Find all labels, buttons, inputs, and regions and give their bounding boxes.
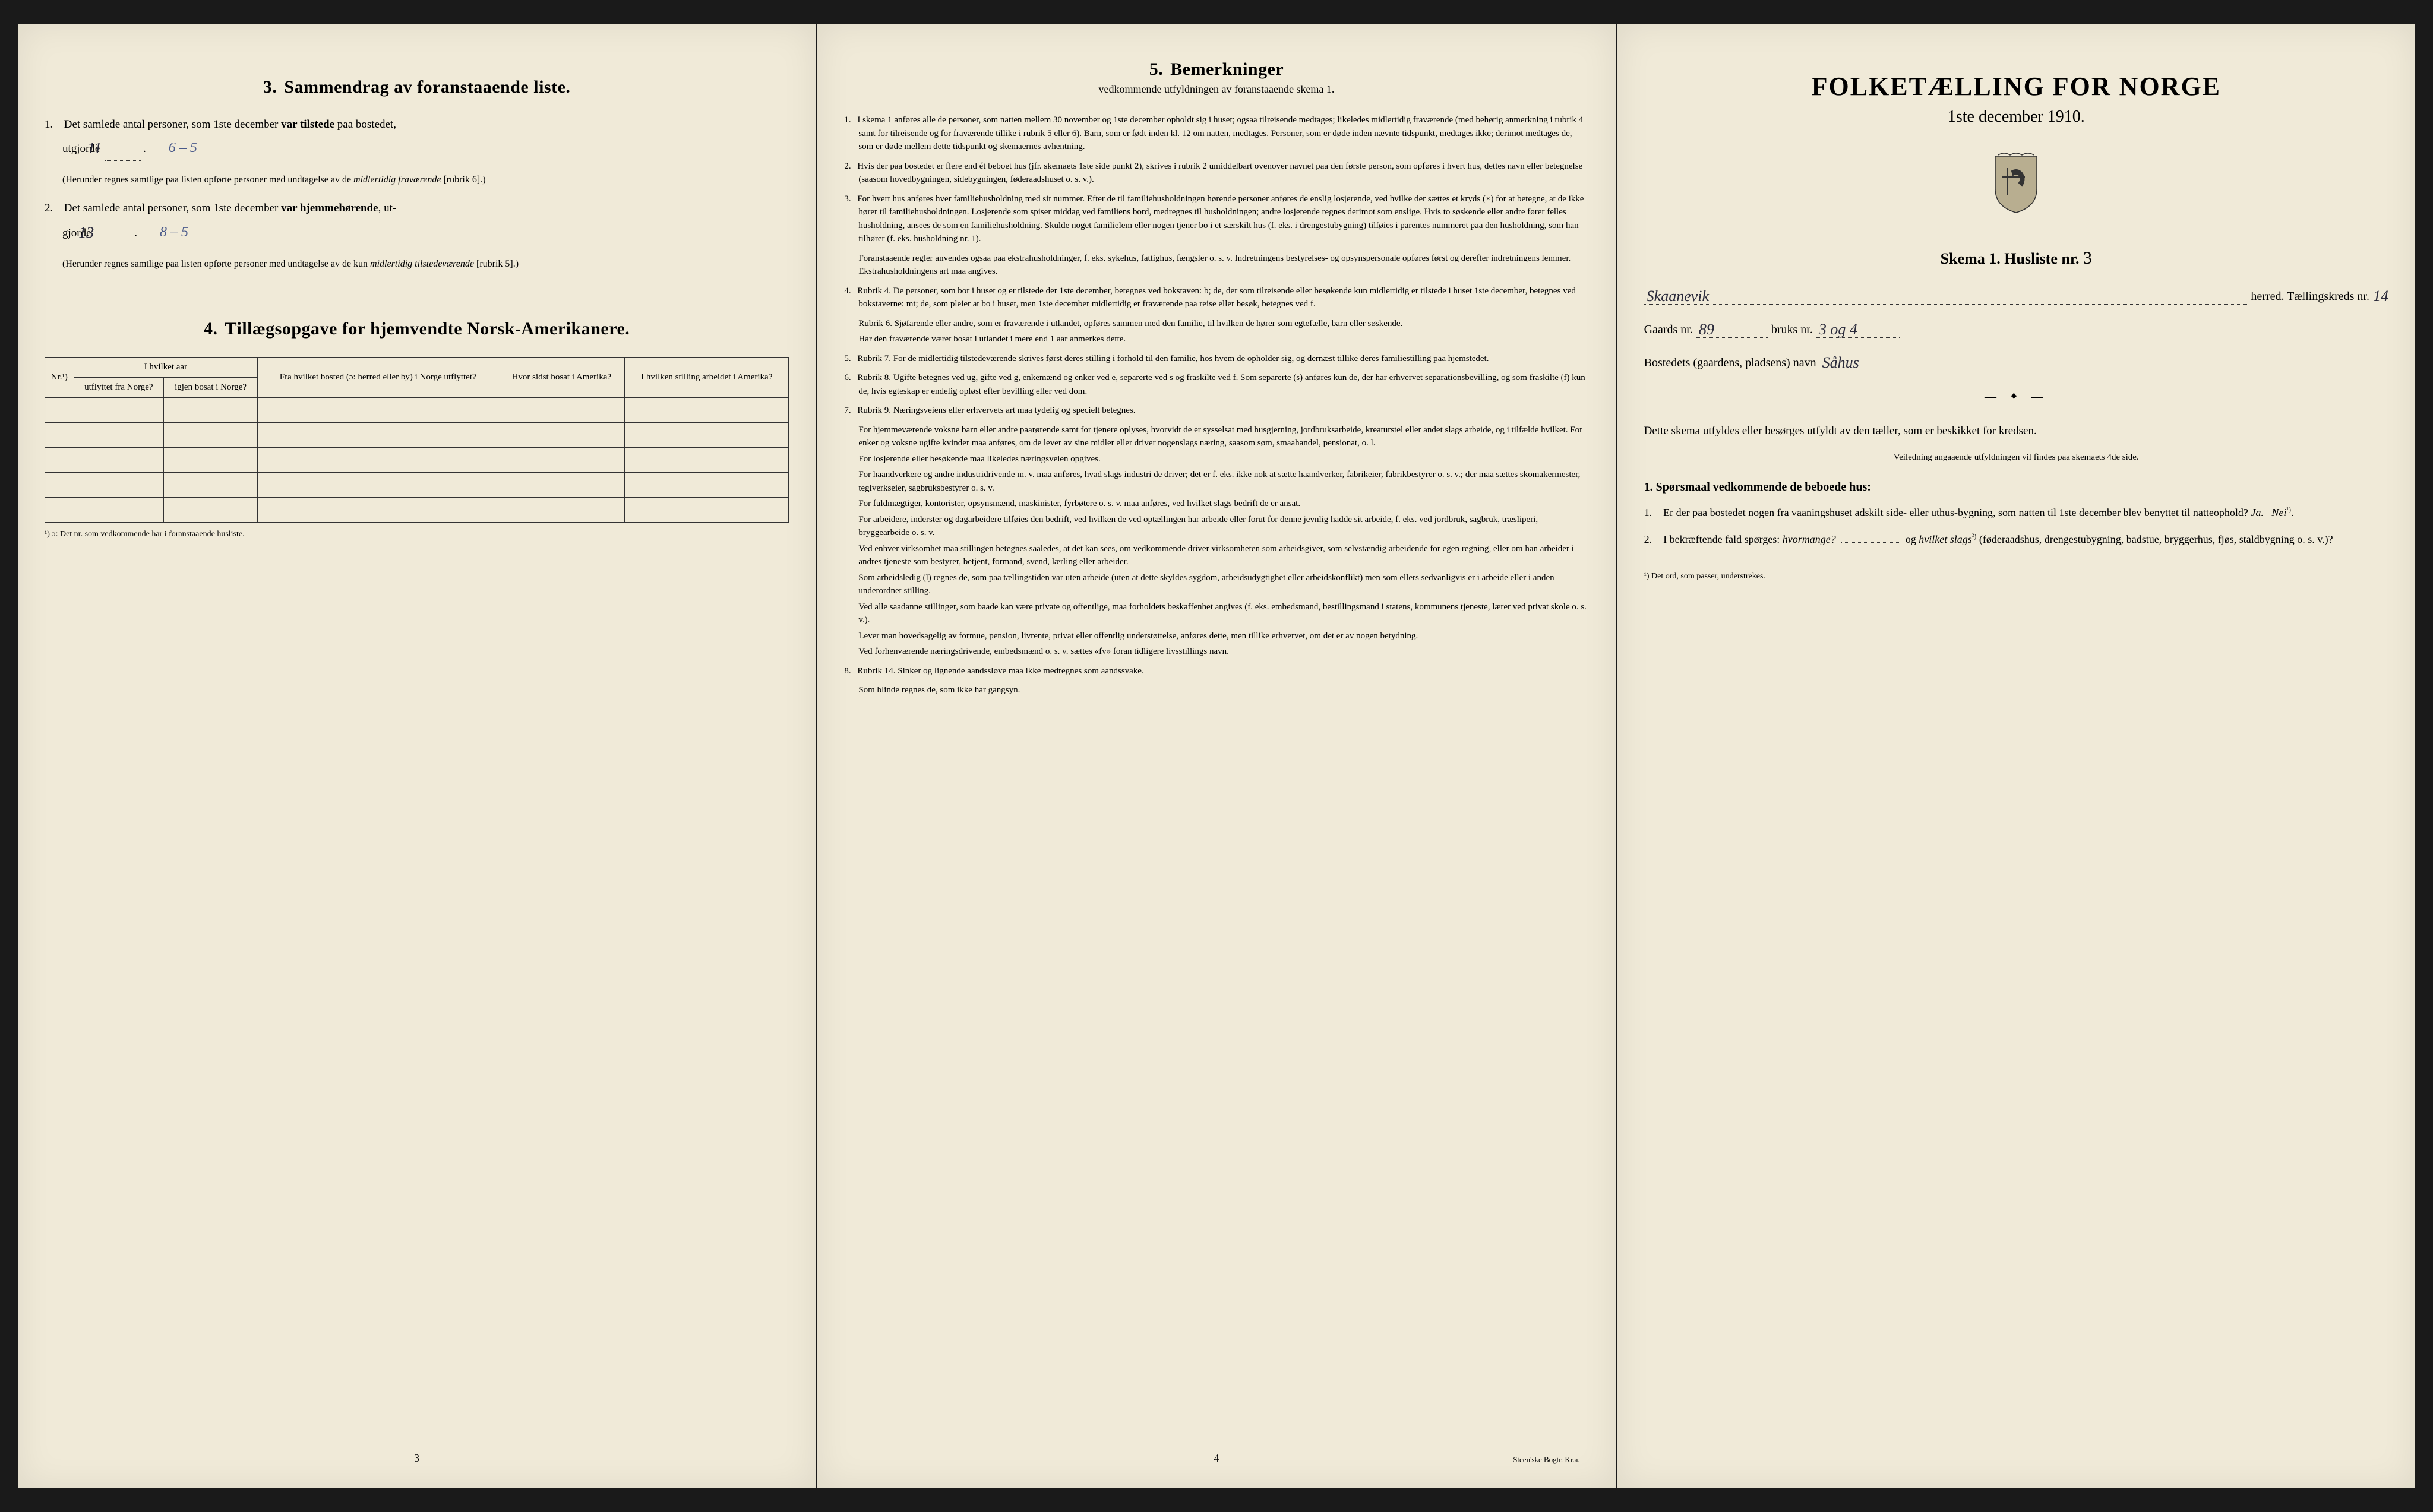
remark-item: 6.Rubrik 8. Ugifte betegnes ved ug, gift… xyxy=(844,371,1588,398)
section-4-title: 4.Tillægsopgave for hjemvendte Norsk-Ame… xyxy=(45,319,789,339)
col-where: Hvor sidst bosat i Amerika? xyxy=(498,357,625,397)
value-hjemme: 13 xyxy=(78,224,94,241)
remark-item: 2.Hvis der paa bostedet er flere end ét … xyxy=(844,160,1588,186)
remark-item: For fuldmægtiger, kontorister, opsynsmæn… xyxy=(844,497,1588,511)
item-1: 1. Det samlede antal personer, som 1ste … xyxy=(45,115,789,161)
remark-item: Ved alle saadanne stillinger, som baade … xyxy=(844,600,1588,627)
remark-item: Lever man hovedsagelig av formue, pensio… xyxy=(844,630,1588,643)
table-row xyxy=(45,422,789,447)
instruction-text: Dette skema utfyldes eller besørges utfy… xyxy=(1644,422,2388,441)
remark-item: Foranstaaende regler anvendes ogsaa paa … xyxy=(844,252,1588,279)
kreds-nr: 14 xyxy=(2373,287,2388,305)
remark-item: Som blinde regnes de, som ikke har gangs… xyxy=(844,684,1588,697)
col-from: Fra hvilket bosted (ɔ: herred eller by) … xyxy=(258,357,498,397)
value-hjemme-split: 8 – 5 xyxy=(160,224,188,240)
section-5-title: 5.Bemerkninger xyxy=(844,59,1588,80)
bosted-value: Såhus xyxy=(1822,354,1859,371)
page-number-4: 4 xyxy=(1214,1452,1219,1464)
col-nr: Nr.¹) xyxy=(45,357,74,397)
section-3-title: 3.Sammendrag av foranstaaende liste. xyxy=(45,77,789,97)
printer-mark: Steen'ske Bogtr. Kr.a. xyxy=(1513,1455,1579,1464)
main-title: FOLKETÆLLING FOR NORGE xyxy=(1644,71,2388,102)
remark-item: Rubrik 6. Sjøfarende eller andre, som er… xyxy=(844,317,1588,331)
table-footnote: ¹) ɔ: Det nr. som vedkommende har i fora… xyxy=(45,530,789,539)
col-year-a: utflyttet fra Norge? xyxy=(74,377,164,397)
item-2-note: (Herunder regnes samtlige paa listen opf… xyxy=(62,257,789,271)
coat-of-arms-icon xyxy=(1644,150,2388,219)
amerikanere-table: Nr.¹) I hvilket aar Fra hvilket bosted (… xyxy=(45,357,789,523)
item-2: 2. Det samlede antal personer, som 1ste … xyxy=(45,199,789,245)
remark-item: Har den fraværende været bosat i utlande… xyxy=(844,333,1588,346)
page-3: 3.Sammendrag av foranstaaende liste. 1. … xyxy=(18,24,816,1488)
gaards-nr: 89 xyxy=(1699,321,1714,338)
remark-item: For losjerende eller besøkende maa likel… xyxy=(844,453,1588,466)
col-year-b: igjen bosat i Norge? xyxy=(164,377,258,397)
instruction-small: Veiledning angaaende utfyldningen vil fi… xyxy=(1644,453,2388,463)
table-row xyxy=(45,497,789,522)
herred-value: Skaanevik xyxy=(1647,287,1709,305)
table-row xyxy=(45,472,789,497)
remark-item: 1.I skema 1 anføres alle de personer, so… xyxy=(844,113,1588,154)
remark-item: 3.For hvert hus anføres hver familiehush… xyxy=(844,192,1588,246)
remark-item: 5.Rubrik 7. For de midlertidig tilstedev… xyxy=(844,352,1588,366)
q-title: 1. Spørsmaal vedkommende de beboede hus: xyxy=(1644,480,2388,494)
document-spread: 3.Sammendrag av foranstaaende liste. 1. … xyxy=(18,24,2415,1488)
husliste-nr: 3 xyxy=(2083,248,2092,268)
value-tilstede-split: 6 – 5 xyxy=(169,140,197,156)
page-title-page: FOLKETÆLLING FOR NORGE 1ste december 191… xyxy=(1617,24,2415,1488)
ornament-icon: ― ✦ ― xyxy=(1644,389,2388,404)
section-5-subtitle: vedkommende utfyldningen av foranstaaend… xyxy=(844,83,1588,96)
q1-answer-nei: Nei xyxy=(2271,507,2286,518)
gaards-line: Gaards nr. 89 bruks nr. 3 og 4 xyxy=(1644,320,2388,338)
remark-item: Ved enhver virksomhet maa stillingen bet… xyxy=(844,542,1588,569)
bosted-line: Bostedets (gaardens, pladsens) navn Såhu… xyxy=(1644,353,2388,371)
col-year: I hvilket aar xyxy=(74,357,257,377)
remark-item: For haandverkere og andre industridriven… xyxy=(844,468,1588,495)
herred-line: Skaanevik herred. Tællingskreds nr. 14 xyxy=(1644,286,2388,305)
footnote: ¹) Det ord, som passer, understrekes. xyxy=(1644,572,2388,581)
remark-item: Som arbeidsledig (l) regnes de, som paa … xyxy=(844,571,1588,598)
table-row xyxy=(45,447,789,472)
table-row xyxy=(45,397,789,422)
skema-line: Skema 1. Husliste nr. 3 xyxy=(1644,248,2388,268)
remark-item: Ved forhenværende næringsdrivende, embed… xyxy=(844,645,1588,659)
value-tilstede: 11 xyxy=(87,140,102,157)
remark-item: 8.Rubrik 14. Sinker og lignende aandsslø… xyxy=(844,665,1588,678)
remarks-list: 1.I skema 1 anføres alle de personer, so… xyxy=(844,113,1588,697)
remark-item: For arbeidere, inderster og dagarbeidere… xyxy=(844,513,1588,540)
page-number-3: 3 xyxy=(414,1452,419,1464)
bruks-nr: 3 og 4 xyxy=(1819,321,1857,338)
remark-item: 7.Rubrik 9. Næringsveiens eller erhverve… xyxy=(844,404,1588,417)
q1: 1. Er der paa bostedet nogen fra vaaning… xyxy=(1644,504,2388,522)
remark-item: 4.Rubrik 4. De personer, som bor i huset… xyxy=(844,284,1588,311)
date-line: 1ste december 1910. xyxy=(1644,107,2388,126)
questions: 1. Spørsmaal vedkommende de beboede hus:… xyxy=(1644,480,2388,548)
remark-item: For hjemmeværende voksne barn eller andr… xyxy=(844,423,1588,450)
page-4: 5.Bemerkninger vedkommende utfyldningen … xyxy=(817,24,1616,1488)
q2: 2. I bekræftende fald spørges: hvormange… xyxy=(1644,530,2388,549)
col-pos: I hvilken stilling arbeidet i Amerika? xyxy=(625,357,789,397)
item-1-note: (Herunder regnes samtlige paa listen opf… xyxy=(62,173,789,187)
